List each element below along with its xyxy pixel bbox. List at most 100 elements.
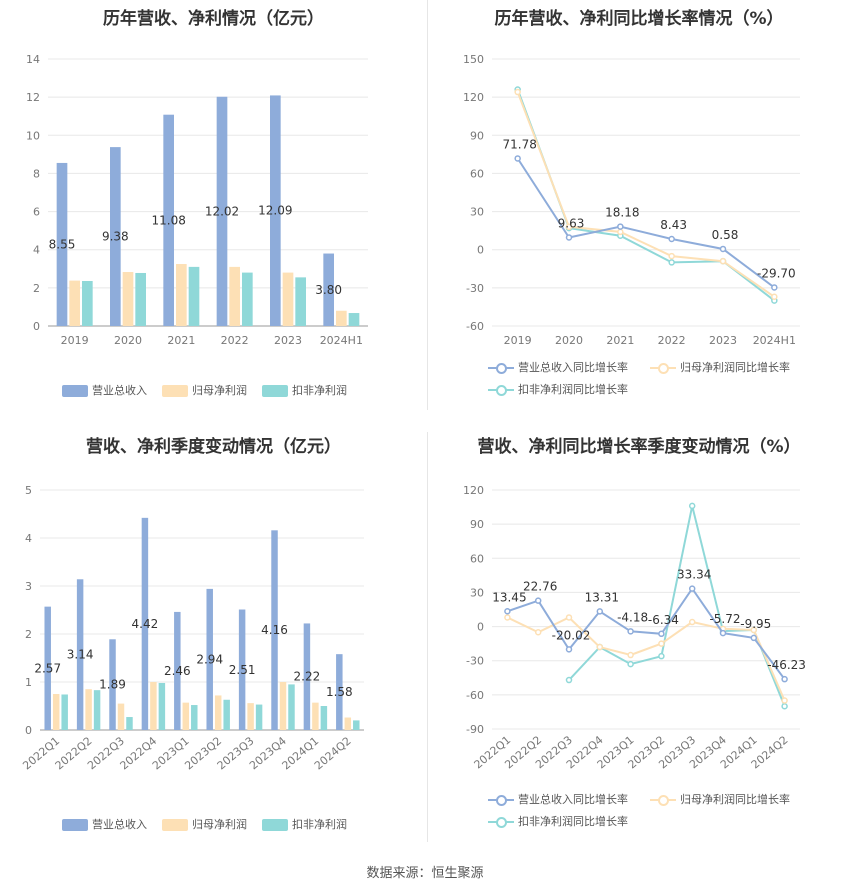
legend-label: 归母净利润同比增长率 — [680, 361, 790, 374]
bar — [174, 611, 181, 730]
data-label: 2.94 — [196, 652, 223, 666]
data-label: 71.78 — [502, 137, 536, 151]
legend-label: 营业总收入同比增长率 — [518, 361, 628, 374]
data-label: 4.16 — [261, 623, 288, 637]
legend-item-deducted-profit-growth[interactable]: 扣非净利润同比增长率 — [488, 381, 628, 397]
y-tick-label: -30 — [466, 655, 484, 668]
x-tick-label: 2019 — [504, 334, 532, 347]
bar — [158, 682, 166, 730]
legend-line-icon — [488, 793, 514, 807]
divider-top — [427, 0, 428, 410]
legend: 营业总收入 归母净利润 扣非净利润 — [0, 382, 427, 402]
data-label: -46.23 — [767, 658, 806, 672]
bar — [182, 702, 190, 730]
data-label: 2.51 — [229, 663, 256, 677]
data-label: 18.18 — [605, 206, 639, 220]
data-point — [565, 646, 573, 653]
data-point — [627, 628, 634, 635]
data-point — [534, 629, 542, 636]
x-tick-label: 2021 — [167, 334, 195, 347]
x-tick-label: 2024Q2 — [312, 734, 354, 772]
data-label: 1.58 — [326, 685, 353, 699]
data-point — [668, 235, 675, 243]
x-tick-label: 2024H1 — [320, 334, 363, 347]
y-tick-label: 0 — [477, 621, 484, 634]
legend-label: 扣非净利润 — [292, 384, 347, 397]
legend: 营业总收入同比增长率 归母净利润同比增长率 扣非净利润同比增长率 — [428, 359, 850, 403]
series-line — [516, 157, 775, 289]
legend-item-net-profit[interactable]: 归母净利润 — [162, 816, 247, 832]
legend-item-net-profit-growth[interactable]: 归母净利润同比增长率 — [650, 359, 790, 375]
data-point — [617, 223, 624, 230]
bar — [282, 272, 294, 326]
legend-item-deducted-profit[interactable]: 扣非净利润 — [262, 382, 347, 398]
legend-item-net-profit-growth[interactable]: 归母净利润同比增长率 — [650, 791, 790, 807]
bar — [56, 162, 68, 326]
data-point — [514, 88, 521, 96]
data-point — [658, 652, 665, 660]
divider-bottom — [427, 432, 428, 842]
bar — [271, 530, 278, 730]
y-tick-label: 90 — [470, 518, 484, 531]
legend-item-revenue-growth[interactable]: 营业总收入同比增长率 — [488, 359, 628, 375]
chart-annual-revenue: 0 2 4 6 8 10 12 14 2019 2020 2021 2022 2023 2024H1 8.5… — [26, 53, 368, 347]
legend-swatch — [162, 385, 188, 397]
x-tick-label: 2023 — [274, 334, 302, 347]
legend-label: 归母净利润同比增长率 — [680, 793, 790, 806]
data-label: 13.45 — [492, 590, 526, 604]
data-label: 2.46 — [164, 664, 191, 678]
y-tick-label: 3 — [25, 580, 32, 593]
legend-swatch — [62, 819, 88, 831]
x-tick-label: 2022 — [221, 334, 249, 347]
legend-label: 扣非净利润同比增长率 — [518, 815, 628, 828]
y-tick-label: 10 — [26, 129, 40, 142]
panel-annual-growth: 历年营收、净利同比增长率情况（%） -60 -30 0 30 60 90 120 150 201… — [428, 0, 850, 420]
data-label: 2.57 — [34, 661, 61, 675]
legend-item-deducted-profit[interactable]: 扣非净利润 — [262, 816, 347, 832]
data-point — [668, 252, 675, 260]
data-point — [719, 257, 727, 265]
bar — [323, 253, 334, 326]
legend-item-revenue[interactable]: 营业总收入 — [62, 816, 147, 832]
y-tick-label: -30 — [466, 282, 484, 295]
y-tick-label: 0 — [33, 320, 40, 333]
legend-item-net-profit[interactable]: 归母净利润 — [162, 382, 247, 398]
bar — [348, 313, 360, 326]
data-point — [534, 597, 542, 604]
legend-label: 扣非净利润 — [292, 818, 347, 831]
y-tick-label: 150 — [463, 53, 484, 66]
y-tick-label: 2 — [25, 628, 32, 641]
legend-label: 扣非净利润同比增长率 — [518, 383, 628, 396]
data-point — [781, 702, 788, 710]
bar — [216, 96, 228, 326]
bar — [214, 695, 222, 730]
y-tick-label: 60 — [470, 552, 484, 565]
legend-item-deducted-profit-growth[interactable]: 扣非净利润同比增长率 — [488, 813, 628, 829]
bar — [229, 266, 240, 326]
bar — [126, 717, 133, 730]
bar — [206, 588, 213, 730]
data-point — [504, 608, 511, 615]
legend-line-icon — [488, 815, 514, 829]
x-tick-label: 2022 — [658, 334, 686, 347]
bar — [44, 606, 51, 730]
chart-title: 历年营收、净利同比增长率情况（%） — [494, 9, 784, 29]
legend-label: 归母净利润 — [192, 818, 247, 831]
bar — [93, 690, 101, 730]
data-label: 9.38 — [102, 230, 129, 244]
legend-item-revenue-growth[interactable]: 营业总收入同比增长率 — [488, 791, 628, 807]
bar — [122, 272, 134, 326]
bar — [150, 682, 157, 730]
legend-label: 营业总收入 — [92, 818, 147, 831]
y-tick-label: 14 — [26, 53, 40, 66]
y-tick-label: 2 — [33, 282, 40, 295]
bar — [247, 703, 254, 730]
data-point — [627, 660, 634, 668]
x-tick-label: 2021 — [606, 334, 634, 347]
x-tick-label: 2024H1 — [753, 334, 796, 347]
legend-item-revenue[interactable]: 营业总收入 — [62, 382, 147, 398]
y-tick-label: -60 — [466, 320, 484, 333]
data-label: 12.09 — [258, 204, 292, 218]
y-tick-label: 5 — [25, 484, 32, 497]
